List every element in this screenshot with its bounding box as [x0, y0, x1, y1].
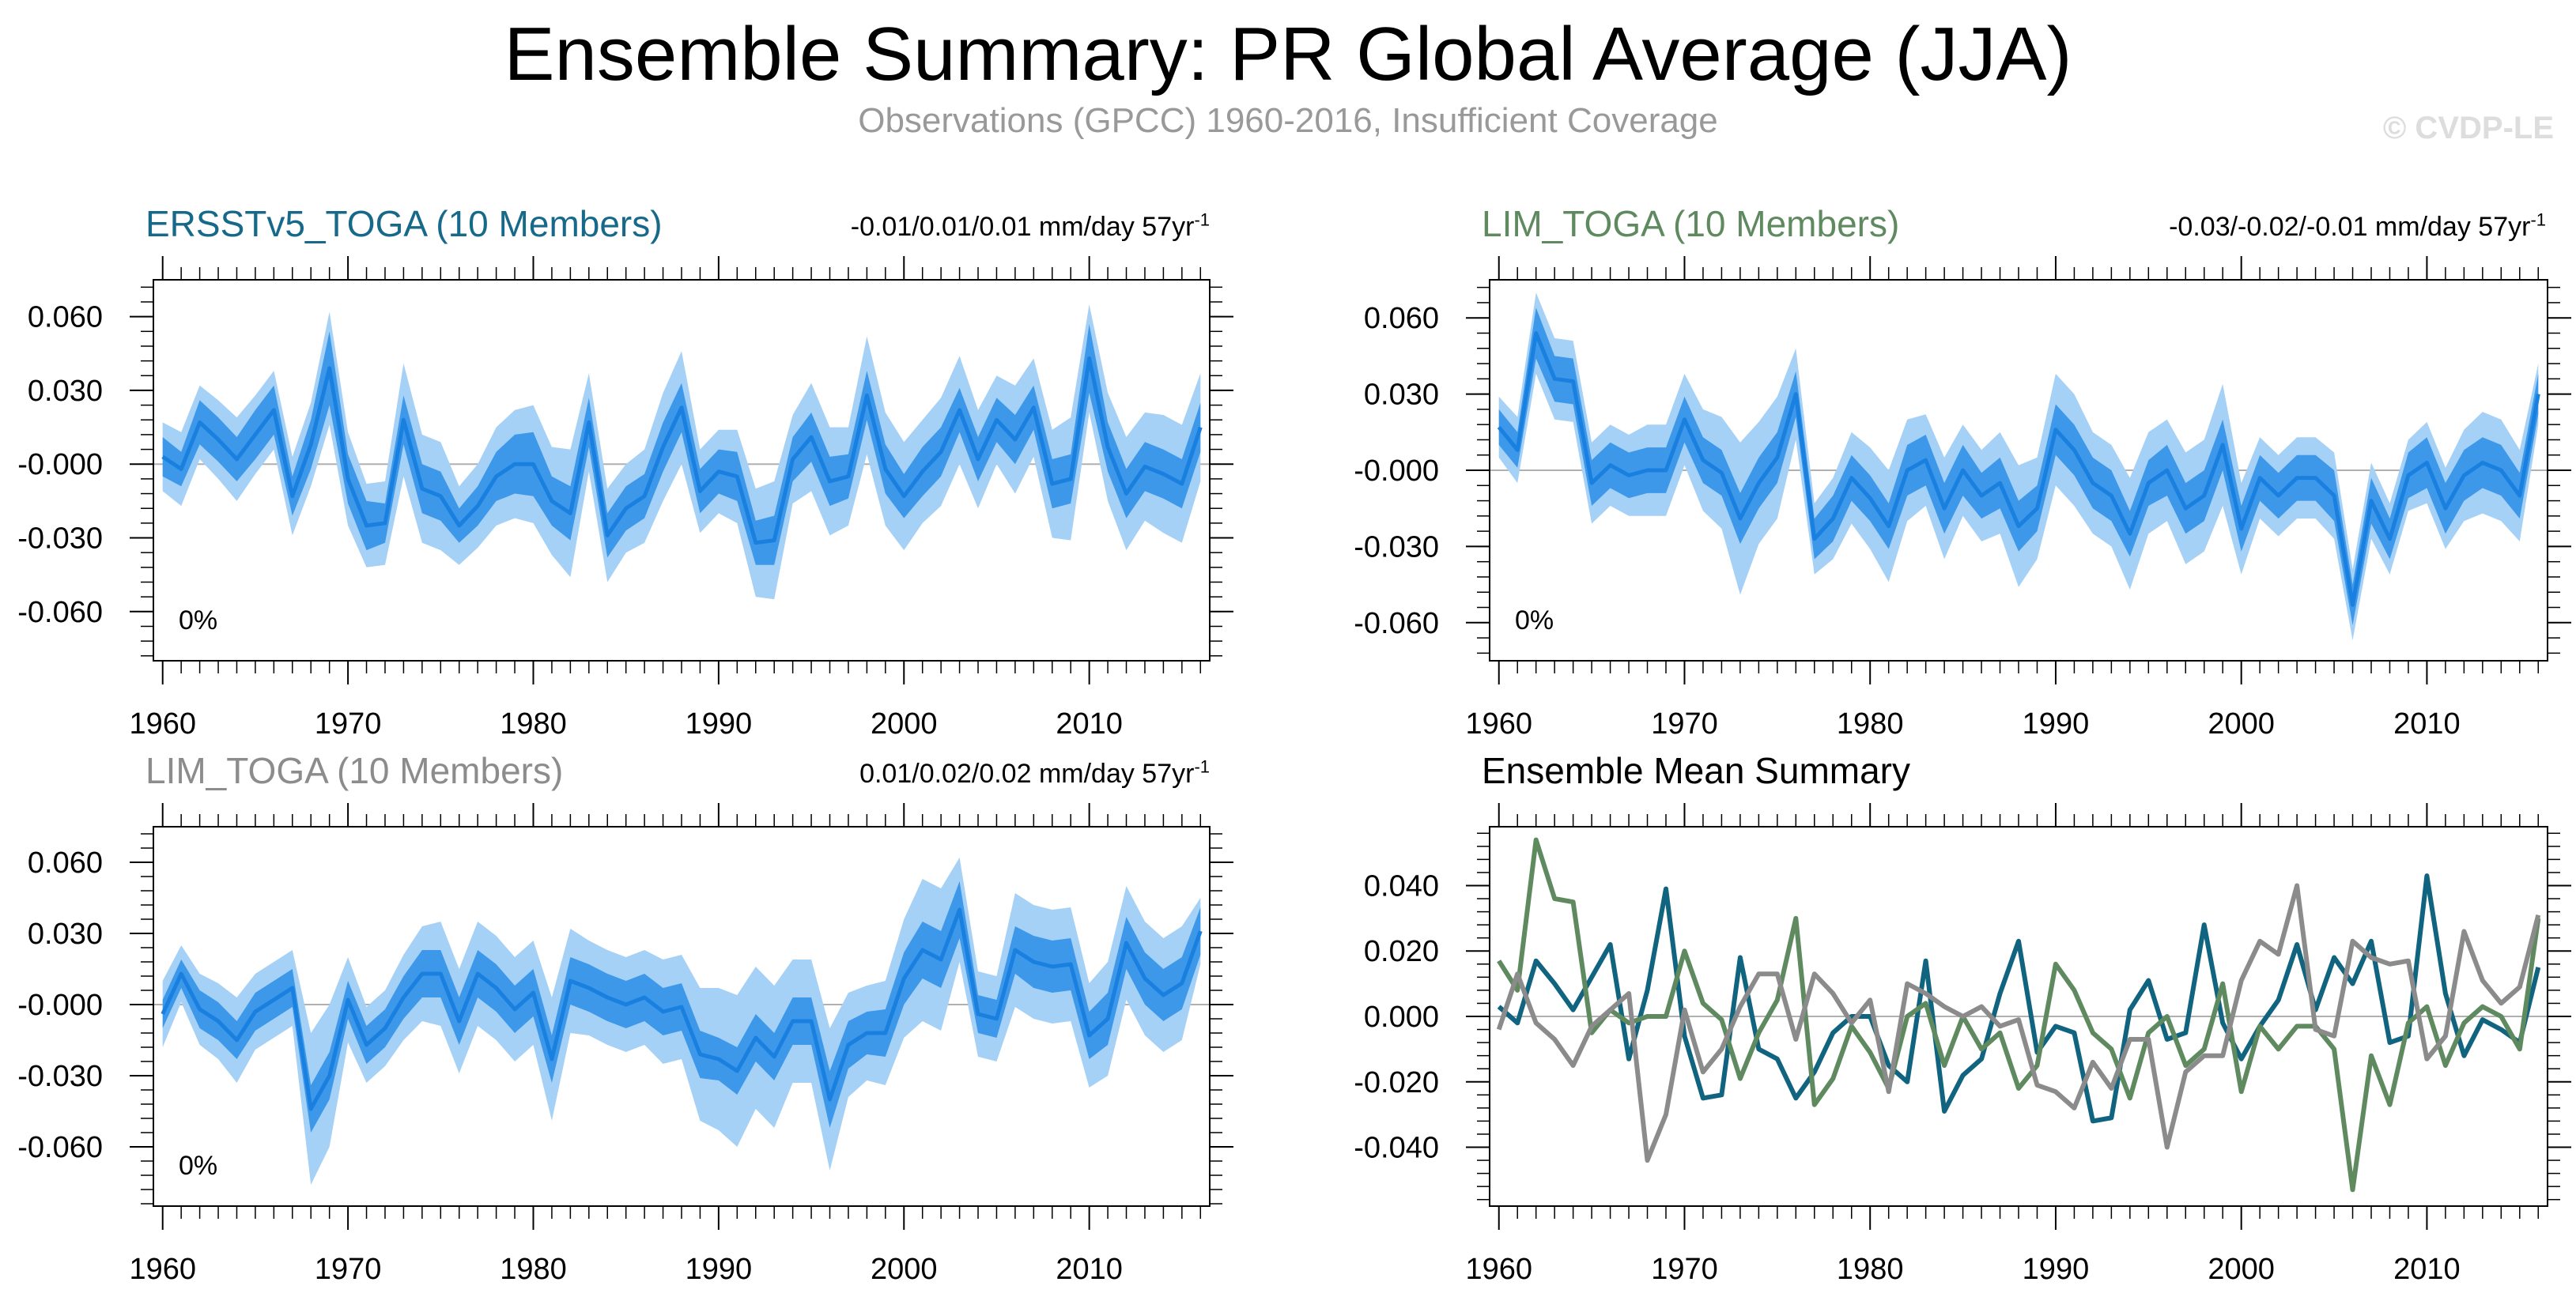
inner-spread-band: [162, 324, 1201, 565]
y-tick-label: -0.030: [17, 1060, 103, 1093]
y-tick-label: 0.030: [1364, 379, 1439, 412]
y-tick-label: -0.060: [17, 1131, 103, 1164]
y-tick-label: -0.060: [1354, 607, 1439, 640]
series-line-0: [1497, 873, 2541, 1124]
x-tick-label: 1960: [1465, 707, 1532, 741]
y-tick-label: -0.020: [1354, 1066, 1439, 1099]
x-tick-label: 2010: [2393, 707, 2461, 741]
y-tick-label: -0.040: [1354, 1132, 1439, 1165]
panel-1-title: ERSSTv5_TOGA (10 Members): [145, 203, 663, 244]
y-tick-label: 0.030: [28, 918, 103, 951]
x-tick-label: 1960: [129, 707, 196, 741]
y-tick-label: -0.030: [17, 522, 103, 556]
x-tick-label: 1990: [686, 1253, 753, 1286]
x-tick-label: 1980: [500, 707, 567, 741]
x-tick-label: 1960: [129, 1253, 196, 1286]
y-tick-label: -0.060: [17, 596, 103, 629]
copyright-watermark: © CVDP-LE: [2382, 111, 2554, 145]
percent-label: 0%: [1515, 605, 1554, 635]
x-tick-label: 1980: [500, 1253, 567, 1286]
y-tick-label: -0.000: [1354, 454, 1439, 488]
y-tick-label: -0.030: [1354, 530, 1439, 564]
percent-label: 0%: [179, 605, 217, 635]
x-tick-label: 2010: [2393, 1253, 2461, 1286]
series-line-2: [1496, 883, 2541, 1163]
panel-2-trend: -0.03/-0.02/-0.01 mm/day 57yr-1: [2169, 209, 2546, 242]
subtitle: Observations (GPCC) 1960-2016, Insuffici…: [858, 101, 1718, 140]
panel-3-trend: 0.01/0.02/0.02 mm/day 57yr-1: [859, 756, 1210, 789]
x-tick-label: 1990: [686, 707, 753, 741]
x-tick-label: 1990: [2023, 707, 2090, 741]
x-tick-label: 1970: [1651, 707, 1718, 741]
ensemble-mean-line: [161, 356, 1203, 545]
x-tick-label: 2010: [1056, 707, 1123, 741]
y-tick-label: 0.060: [28, 301, 103, 334]
x-tick-label: 2000: [2208, 1253, 2275, 1286]
percent-label: 0%: [179, 1151, 217, 1181]
inner-spread-band: [1498, 307, 2539, 625]
x-tick-label: 2000: [2208, 707, 2275, 741]
panel-ensemble-mean-plot: 0.040 0.020 0.000 -0.020 -0.040 1960 1970 1980 1…: [1354, 803, 2571, 1286]
outer-spread-band: [162, 304, 1201, 600]
panel-lim-toga-plot: 0.060 0.030 -0.000 -0.030 -0.060 1960 1970 1980…: [1354, 256, 2571, 741]
x-tick-label: 1980: [1837, 1253, 1904, 1286]
x-tick-label: 1970: [315, 707, 382, 741]
x-tick-label: 1970: [1651, 1253, 1718, 1286]
series-line-1: [1497, 837, 2541, 1193]
y-tick-label: -0.000: [17, 448, 103, 481]
y-tick-label: 0.060: [28, 846, 103, 880]
panel-4-title: Ensemble Mean Summary: [1482, 750, 1910, 791]
y-tick-label: -0.000: [17, 989, 103, 1022]
panel-2-title: LIM_TOGA (10 Members): [1482, 203, 1900, 244]
x-tick-label: 1960: [1465, 1253, 1532, 1286]
x-tick-label: 1970: [315, 1253, 382, 1286]
ensemble-mean-line: [161, 907, 1203, 1111]
y-tick-label: 0.040: [1364, 869, 1439, 903]
y-tick-label: 0.060: [1364, 302, 1439, 335]
panel-ersst-toga-plot: 0.060 0.030 -0.000 -0.030 -0.060 1960 1970 1980…: [17, 256, 1233, 741]
panel-lim-toga-2-plot: 0.060 0.030 -0.000 -0.030 -0.060 1960 1970 1980…: [17, 803, 1233, 1286]
panel-3-title: LIM_TOGA (10 Members): [145, 750, 564, 791]
y-tick-label: 0.020: [1364, 935, 1439, 968]
y-tick-label: 0.000: [1364, 1001, 1439, 1034]
main-title: Ensemble Summary: PR Global Average (JJA…: [504, 12, 2072, 96]
x-tick-label: 1990: [2023, 1253, 2090, 1286]
ensemble-mean-line: [1497, 331, 2540, 607]
x-tick-label: 1980: [1837, 707, 1904, 741]
x-tick-label: 2000: [871, 1253, 938, 1286]
x-tick-label: 2000: [871, 707, 938, 741]
panel-1-trend: -0.01/0.01/0.01 mm/day 57yr-1: [850, 209, 1210, 242]
x-tick-label: 2010: [1056, 1253, 1123, 1286]
outer-spread-band: [1498, 292, 2539, 641]
y-tick-label: 0.030: [28, 375, 103, 408]
